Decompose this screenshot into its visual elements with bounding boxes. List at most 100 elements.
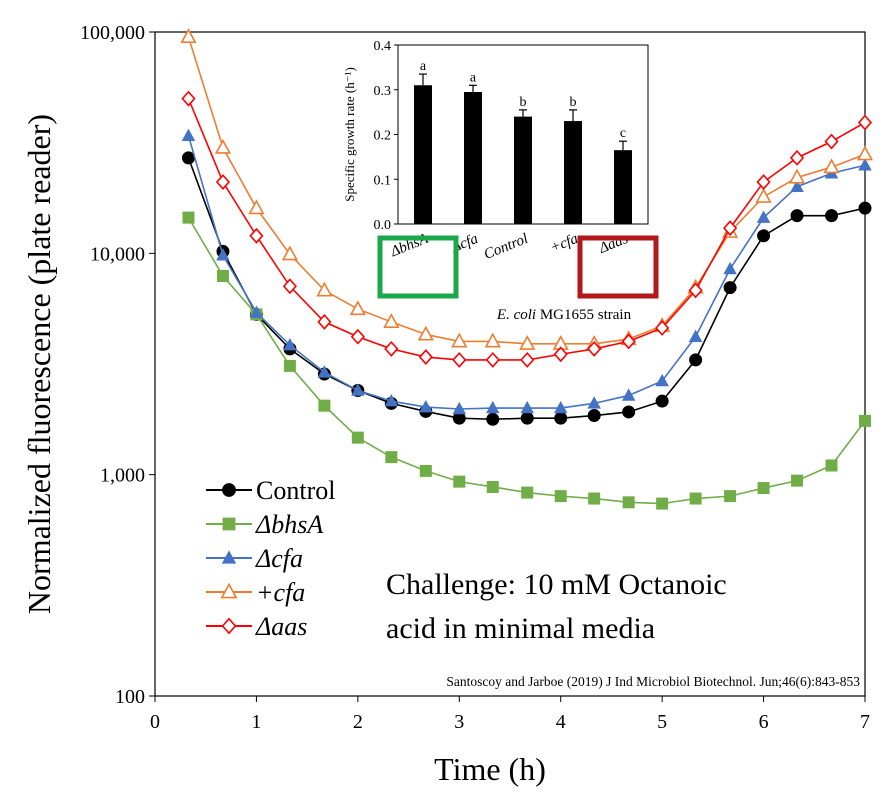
legend-entry-control: Control	[206, 476, 335, 505]
inset-bar-control	[514, 116, 532, 224]
data-point-cfa	[486, 400, 500, 414]
x-tick-label: 4	[556, 711, 566, 733]
highlight-box-aas	[577, 235, 659, 299]
data-point-bhsa	[182, 211, 195, 224]
legend-marker	[222, 517, 236, 531]
x-tick-label: 5	[657, 711, 667, 733]
legend-entry-bhsa: ΔbhsA	[206, 510, 323, 539]
data-point-aas	[282, 278, 297, 295]
data-point-bhsa	[825, 459, 838, 472]
inset-category-label: ΔbhsA	[388, 231, 432, 261]
data-point-bhsa	[622, 496, 635, 509]
data-point-cfa	[351, 383, 365, 396]
data-point-cfa	[756, 210, 771, 223]
inset-significance-letter: c	[620, 126, 626, 141]
data-point-cfa	[281, 245, 298, 261]
data-point-cfa	[248, 199, 265, 215]
x-tick-label: 6	[759, 711, 769, 733]
data-point-control	[622, 405, 636, 419]
data-point-cfa	[349, 300, 366, 316]
y-tick-label: 1,000	[100, 465, 145, 487]
legend-label: +cfa	[256, 578, 305, 607]
inset-x-axis-label: E. coli MG1655 strain	[496, 307, 632, 323]
data-point-bhsa	[724, 490, 737, 503]
data-point-cfa	[755, 188, 772, 203]
inset-y-tick-label: 0.2	[374, 129, 392, 144]
data-point-cfa	[621, 388, 636, 401]
legend-marker	[220, 582, 238, 599]
data-point-control	[689, 353, 703, 367]
inset-bar-bhsa	[414, 85, 432, 225]
data-point-cfa	[180, 28, 197, 43]
data-point-aas	[520, 351, 535, 368]
data-point-control	[790, 209, 804, 223]
x-axis-label: Time (h)	[434, 751, 546, 787]
data-point-aas	[756, 174, 771, 190]
data-point-control	[587, 409, 601, 423]
inset-bar-aas	[614, 150, 632, 224]
data-point-control	[181, 151, 195, 165]
inset-category-label: Δcfa	[448, 231, 480, 256]
series-aas	[181, 90, 873, 368]
data-point-control	[757, 229, 771, 243]
data-point-control	[486, 412, 500, 426]
data-point-aas	[350, 328, 365, 345]
highlight-box-bhsa	[377, 235, 459, 299]
data-point-cfa	[216, 248, 230, 261]
legend-marker	[221, 550, 237, 564]
legend-marker	[222, 483, 236, 497]
legend-label: Control	[256, 476, 335, 505]
legend-entry-cfa: Δcfa	[206, 544, 303, 573]
inset-significance-letter: b	[570, 95, 577, 110]
data-point-bhsa	[689, 492, 702, 505]
x-tick-label: 1	[251, 711, 261, 733]
data-point-cfa	[181, 128, 196, 141]
data-point-aas	[723, 220, 738, 237]
data-point-bhsa	[791, 474, 804, 487]
data-point-bhsa	[385, 451, 398, 464]
y-axis-label: Normalized fluorescence (plate reader)	[21, 114, 57, 614]
x-tick-label: 0	[150, 711, 160, 733]
data-point-cfa	[249, 305, 264, 318]
inset-y-axis-label: Specific growth rate (h⁻¹)	[342, 67, 357, 202]
main-series	[180, 28, 874, 510]
data-point-control	[723, 281, 737, 295]
data-point-cfa	[317, 365, 332, 378]
legend-entry-aas: Δaas	[206, 612, 307, 641]
data-point-cfa	[419, 399, 433, 413]
legend-label: Δaas	[255, 612, 307, 641]
data-point-bhsa	[453, 475, 466, 488]
data-point-aas	[655, 320, 670, 336]
x-tick-label: 3	[454, 711, 464, 733]
inset-y-tick-label: 0.4	[374, 39, 392, 54]
data-point-aas	[857, 114, 873, 131]
data-point-aas	[789, 149, 805, 166]
data-point-cfa	[587, 396, 601, 409]
plot-area-frame	[154, 31, 866, 697]
inset-category-label: Control	[482, 231, 531, 263]
data-point-control	[520, 411, 534, 425]
data-point-cfa	[688, 329, 703, 342]
data-point-aas	[181, 90, 196, 107]
inset-significance-letter: a	[420, 59, 427, 74]
data-point-cfa	[723, 261, 737, 275]
data-point-cfa	[452, 401, 467, 415]
data-point-cfa	[484, 332, 501, 348]
legend-entry-cfa: +cfa	[206, 578, 305, 607]
data-point-bhsa	[521, 486, 534, 499]
data-point-cfa	[655, 373, 669, 387]
data-point-bhsa	[283, 359, 296, 372]
data-point-bhsa	[216, 269, 229, 282]
series-cfa	[181, 128, 872, 415]
data-point-aas	[317, 313, 332, 330]
data-point-cfa	[316, 281, 333, 297]
legend-label: ΔbhsA	[255, 510, 323, 539]
data-point-cfa	[214, 138, 232, 154]
data-point-bhsa	[486, 480, 499, 493]
data-point-bhsa	[351, 431, 364, 444]
data-point-bhsa	[419, 464, 432, 477]
data-point-bhsa	[656, 497, 669, 510]
y-tick-label: 100,000	[80, 22, 145, 44]
data-point-bhsa	[588, 492, 601, 505]
data-point-aas	[418, 349, 433, 365]
